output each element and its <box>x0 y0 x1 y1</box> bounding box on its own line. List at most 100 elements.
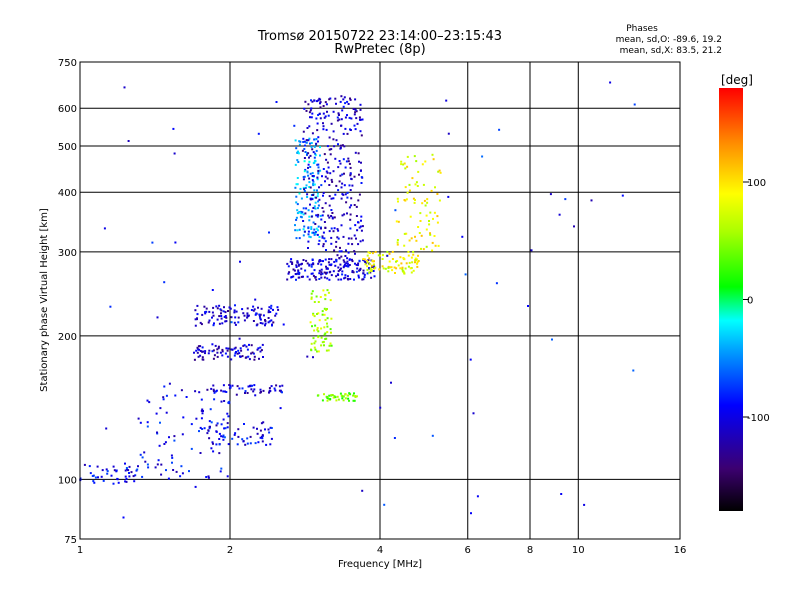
scatter-point <box>328 344 331 347</box>
scatter-point <box>412 269 415 272</box>
scatter-point <box>257 306 259 309</box>
scatter-point <box>323 276 326 279</box>
scatter-point <box>146 463 149 466</box>
scatter-point <box>278 385 281 388</box>
scatter-point <box>313 138 316 141</box>
scatter-point <box>243 319 246 322</box>
scatter-point <box>207 475 210 478</box>
chart-subtitle: RwPretec (8p) <box>334 42 425 57</box>
scatter-point <box>324 175 327 178</box>
scatter-point <box>322 112 325 115</box>
scatter-point <box>303 190 306 193</box>
scatter-point <box>343 184 346 187</box>
scatter-point <box>328 271 331 274</box>
scatter-point <box>330 122 333 125</box>
scatter-point <box>316 176 319 179</box>
scatter-point <box>351 258 353 261</box>
scatter-point <box>317 204 320 207</box>
scatter-point <box>194 485 197 488</box>
scatter-point <box>590 199 593 202</box>
scatter-point <box>262 389 265 392</box>
scatter-point <box>227 443 230 446</box>
scatter-point <box>333 227 336 230</box>
scatter-point <box>403 244 406 247</box>
scatter-point <box>295 264 298 267</box>
scatter-point <box>316 328 319 331</box>
scatter-point <box>165 411 168 414</box>
scatter-point <box>334 264 337 267</box>
y-tick-label: 200 <box>58 332 77 343</box>
scatter-point <box>337 266 340 269</box>
scatter-point <box>366 261 369 264</box>
scatter-point <box>358 226 361 229</box>
scatter-point <box>368 271 371 274</box>
scatter-point <box>318 198 321 201</box>
scatter-point <box>391 258 394 260</box>
scatter-point <box>421 202 424 205</box>
scatter-point <box>328 98 331 101</box>
scatter-point <box>209 408 212 411</box>
scatter-point <box>414 235 416 238</box>
scatter-point <box>324 338 327 340</box>
scatter-point <box>303 107 306 110</box>
y-tick-label: 75 <box>64 535 77 546</box>
scatter-point <box>315 149 318 152</box>
scatter-point <box>311 175 314 177</box>
scatter-point <box>420 234 423 237</box>
scatter-point <box>146 399 149 402</box>
scatter-point <box>336 228 339 231</box>
scatter-point <box>370 268 373 271</box>
scatter-point <box>326 161 329 164</box>
scatter-point <box>223 400 226 402</box>
scatter-point <box>300 197 303 200</box>
scatter-point <box>279 389 282 392</box>
scatter-point <box>220 435 223 438</box>
scatter-point <box>309 116 311 119</box>
scatter-point <box>211 350 214 353</box>
scatter-point <box>341 214 344 217</box>
scatter-point <box>302 178 305 181</box>
scatter-point <box>362 269 365 272</box>
scatter-point <box>338 250 341 253</box>
scatter-point <box>337 270 340 273</box>
scatter-point <box>317 200 320 203</box>
scatter-point <box>307 247 309 249</box>
scatter-point <box>128 475 131 478</box>
scatter-point <box>220 423 223 426</box>
scatter-point <box>213 391 216 394</box>
scatter-point <box>306 127 309 129</box>
scatter-point <box>310 226 313 229</box>
scatter-point <box>245 356 248 359</box>
scatter-point <box>344 193 347 196</box>
scatter-point <box>347 160 350 163</box>
scatter-point <box>345 262 348 265</box>
scatter-point <box>411 177 414 180</box>
scatter-point <box>330 197 333 200</box>
scatter-point <box>311 172 314 175</box>
scatter-point <box>299 210 302 213</box>
scatter-point <box>312 207 315 209</box>
scatter-point <box>335 399 338 402</box>
scatter-point <box>344 397 347 400</box>
scatter-point <box>304 187 307 189</box>
scatter-point <box>124 469 127 472</box>
scatter-point <box>252 305 255 308</box>
scatter-point <box>319 106 322 109</box>
scatter-point <box>290 258 293 261</box>
scatter-point <box>325 349 328 352</box>
scatter-point <box>310 107 313 110</box>
scatter-point <box>431 249 434 252</box>
scatter-point <box>316 313 318 315</box>
scatter-point <box>273 387 276 390</box>
scatter-point <box>396 197 399 200</box>
scatter-point <box>359 169 362 172</box>
scatter-point <box>239 347 242 350</box>
scatter-point <box>311 272 314 275</box>
scatter-point <box>316 215 319 218</box>
scatter-point <box>337 237 340 240</box>
scatter-point <box>317 394 320 397</box>
scatter-point <box>322 260 324 263</box>
phase-stats-x: mean, sd,X: 83.5, 21.2 <box>620 46 722 56</box>
scatter-point <box>349 97 351 100</box>
scatter-point <box>324 202 327 205</box>
